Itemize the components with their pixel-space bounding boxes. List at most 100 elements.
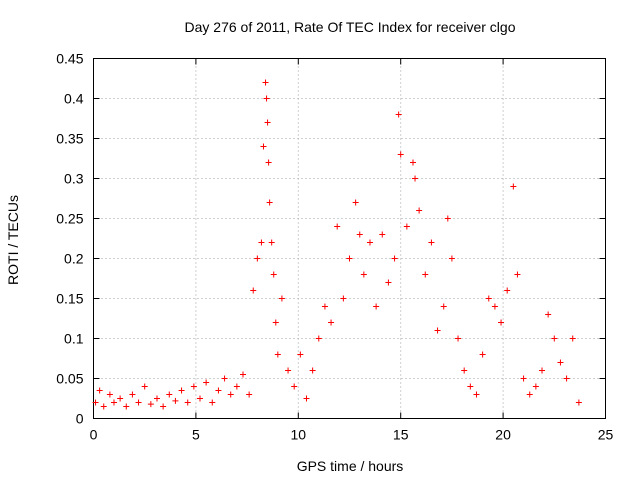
data-point	[510, 183, 517, 190]
data-point	[265, 159, 272, 166]
data-point	[412, 175, 419, 182]
data-point	[532, 383, 539, 390]
data-point	[262, 79, 269, 86]
data-point	[272, 319, 279, 326]
data-point	[526, 391, 533, 398]
data-point	[569, 335, 576, 342]
data-point	[504, 287, 511, 294]
data-point	[227, 391, 234, 398]
data-point	[215, 387, 222, 394]
data-point	[274, 351, 281, 358]
data-point	[340, 295, 347, 302]
data-point	[123, 403, 130, 410]
data-point	[285, 367, 292, 374]
data-point	[328, 319, 335, 326]
data-point	[334, 223, 341, 230]
y-tick-label: 0.15	[56, 291, 83, 307]
data-point	[551, 335, 558, 342]
data-point	[428, 239, 435, 246]
x-tick-label: 25	[598, 427, 614, 443]
data-point	[444, 215, 451, 222]
x-tick-label: 0	[90, 427, 98, 443]
data-point	[106, 391, 113, 398]
data-point	[268, 239, 275, 246]
data-point	[233, 383, 240, 390]
data-point	[291, 383, 298, 390]
data-point	[461, 367, 468, 374]
data-point	[129, 391, 136, 398]
data-point	[100, 403, 107, 410]
data-point	[203, 379, 210, 386]
data-point	[166, 391, 173, 398]
data-point	[246, 391, 253, 398]
data-point	[263, 95, 270, 102]
data-point	[379, 231, 386, 238]
data-point	[539, 367, 546, 374]
data-point	[397, 151, 404, 158]
data-point	[366, 239, 373, 246]
data-point	[545, 311, 552, 318]
data-point	[260, 143, 267, 150]
data-point	[266, 199, 273, 206]
data-point	[96, 387, 103, 394]
x-tick-label: 10	[291, 427, 307, 443]
data-point	[117, 395, 124, 402]
data-point	[352, 199, 359, 206]
data-point	[514, 271, 521, 278]
y-tick-label: 0.4	[64, 91, 84, 107]
data-point	[479, 351, 486, 358]
data-point	[303, 395, 310, 402]
data-point	[250, 287, 257, 294]
data-point	[473, 391, 480, 398]
data-point	[467, 383, 474, 390]
data-point	[485, 295, 492, 302]
data-point	[196, 395, 203, 402]
x-tick-label: 5	[192, 427, 200, 443]
data-point	[491, 303, 498, 310]
data-point	[373, 303, 380, 310]
data-point	[254, 255, 261, 262]
data-point	[422, 271, 429, 278]
y-tick-label: 0.1	[64, 331, 84, 347]
data-point	[221, 375, 228, 382]
data-point	[190, 383, 197, 390]
data-point	[110, 399, 117, 406]
data-point	[278, 295, 285, 302]
y-axis-label: ROTI / TECUs	[5, 195, 21, 285]
data-point	[498, 319, 505, 326]
y-tick-label: 0.2	[64, 251, 84, 267]
data-point	[258, 239, 265, 246]
data-point	[395, 111, 402, 118]
data-point	[434, 327, 441, 334]
data-point	[385, 279, 392, 286]
data-point	[141, 383, 148, 390]
data-point	[153, 395, 160, 402]
y-tick-label: 0.25	[56, 211, 83, 227]
data-point	[409, 159, 416, 166]
y-tick-label: 0.05	[56, 371, 83, 387]
data-point	[209, 399, 216, 406]
data-point	[184, 399, 191, 406]
data-point	[440, 303, 447, 310]
data-point	[520, 375, 527, 382]
y-tick-label: 0	[76, 411, 84, 427]
data-point	[135, 399, 142, 406]
data-point	[297, 351, 304, 358]
data-point	[403, 223, 410, 230]
data-point	[178, 387, 185, 394]
axis-ticks: 0 0.05 0.1 0.15 0.2 0.25 0.3 0.35 0.4 0.45 0 5 10 15 2…	[56, 51, 613, 443]
data-point	[270, 271, 277, 278]
data-point	[309, 367, 316, 374]
data-point	[92, 399, 99, 406]
data-point	[360, 271, 367, 278]
data-point	[147, 401, 154, 408]
data-point	[346, 255, 353, 262]
data-point	[563, 375, 570, 382]
y-tick-label: 0.35	[56, 131, 83, 147]
data-point	[172, 397, 179, 404]
data-point	[240, 371, 247, 378]
data-point	[575, 399, 582, 406]
chart-title: Day 276 of 2011, Rate Of TEC Index for r…	[185, 19, 516, 35]
data-point	[160, 403, 167, 410]
